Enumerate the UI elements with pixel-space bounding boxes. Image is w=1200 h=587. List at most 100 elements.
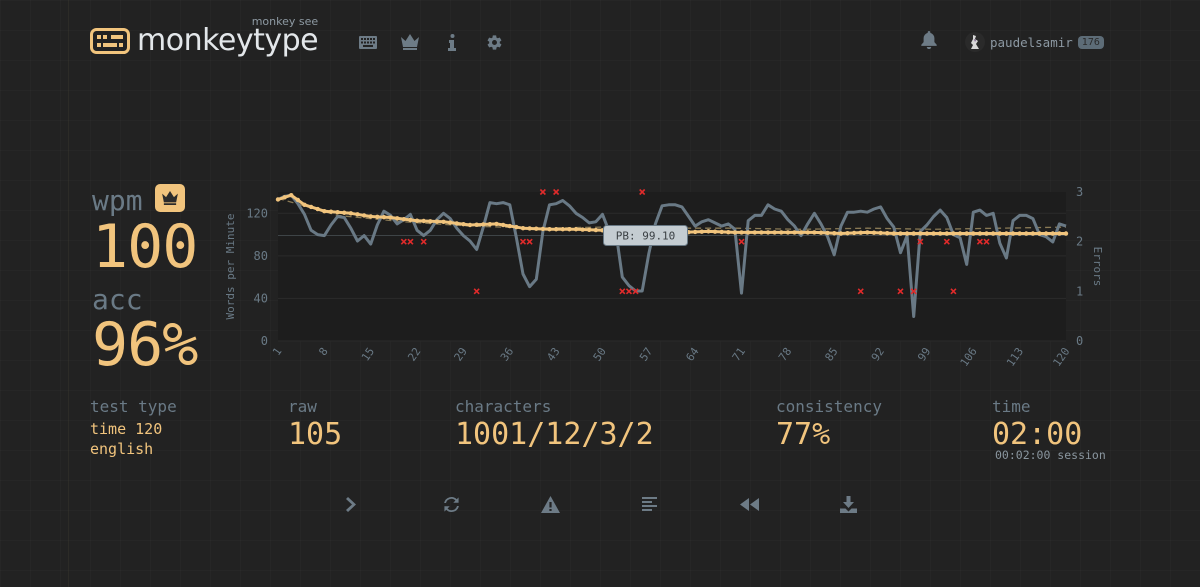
nav-settings-button[interactable] xyxy=(472,31,516,53)
wpm-point xyxy=(832,231,837,236)
y2-tick-label: 0 xyxy=(1076,334,1083,348)
error-marker xyxy=(632,288,639,295)
x-tick-label: 64 xyxy=(683,345,701,364)
x-tick-label: 15 xyxy=(359,345,377,363)
time-label: time xyxy=(992,397,1031,416)
x-tick-label: 120 xyxy=(1050,345,1072,369)
replay-button[interactable] xyxy=(738,493,760,515)
error-marker xyxy=(910,288,917,295)
save-screenshot-button[interactable] xyxy=(837,493,859,515)
wpm-point xyxy=(1043,231,1049,236)
y-tick-label: 40 xyxy=(254,291,268,305)
wpm-point xyxy=(408,217,413,223)
error-marker xyxy=(950,288,957,295)
x-tick-label: 99 xyxy=(915,345,933,363)
restart-button[interactable] xyxy=(440,493,462,515)
x-tick-label: 29 xyxy=(452,345,470,363)
username: paudelsamir xyxy=(990,34,1073,50)
acc-label: acc xyxy=(92,283,143,316)
wpm-point xyxy=(368,214,373,219)
wpm-point xyxy=(507,223,512,229)
nav-leaderboards-button[interactable] xyxy=(388,31,432,53)
wpm-point xyxy=(964,231,969,236)
notifications-button[interactable] xyxy=(921,31,937,53)
wpm-point xyxy=(732,230,738,235)
error-marker-stroke xyxy=(910,288,917,295)
nav-test-button[interactable] xyxy=(346,31,390,53)
keyboard-icon xyxy=(359,35,377,49)
test-type-label: test type xyxy=(90,397,177,416)
account-button[interactable]: paudelsamir 176 xyxy=(965,32,1104,52)
error-marker xyxy=(943,238,950,245)
wpm-point xyxy=(851,230,857,236)
wpm-point xyxy=(726,229,731,235)
wpm-point xyxy=(911,231,916,236)
logo[interactable]: monkey see monkeytype xyxy=(90,15,319,56)
wpm-point xyxy=(957,231,963,236)
wpm-point xyxy=(1017,231,1022,236)
result-actions xyxy=(0,493,1200,515)
error-marker-stroke xyxy=(857,288,864,295)
characters-value: 1001/12/3/2 xyxy=(455,417,654,452)
wpm-point xyxy=(845,231,850,236)
wpm-point xyxy=(785,230,791,235)
keyboard-logo-icon xyxy=(90,28,130,54)
error-marker-stroke xyxy=(619,288,626,295)
error-marker-stroke xyxy=(519,238,527,245)
error-marker xyxy=(400,238,407,245)
consistency-value: 77% xyxy=(776,417,831,452)
nav-about-button[interactable] xyxy=(430,31,474,53)
wpm-point xyxy=(1063,231,1069,236)
wpm-point xyxy=(342,210,347,215)
y2-tick-label: 1 xyxy=(1076,284,1083,298)
wpm-point xyxy=(885,231,890,236)
wpm-point xyxy=(494,221,499,227)
wpm-point xyxy=(540,226,546,232)
wpm-point xyxy=(792,230,797,235)
next-test-button[interactable] xyxy=(340,493,362,515)
wpm-point xyxy=(977,231,983,236)
wpm-point xyxy=(447,220,453,225)
error-marker-stroke xyxy=(917,238,924,245)
error-marker xyxy=(473,288,480,295)
wpm-point xyxy=(971,231,976,236)
error-marker-stroke xyxy=(526,238,533,245)
wpm-point xyxy=(421,218,426,224)
wpm-point xyxy=(712,229,718,234)
wpm-point xyxy=(355,212,360,217)
wpm-point xyxy=(573,227,579,232)
raw-series-line xyxy=(277,193,1067,318)
y-axis-title: Words per Minute xyxy=(224,214,237,320)
raw-value: 105 xyxy=(288,417,343,452)
gear-icon xyxy=(487,34,501,50)
wpm-point xyxy=(924,231,930,236)
y2-axis-title: Errors xyxy=(1091,247,1104,287)
wpm-point xyxy=(560,227,565,232)
wpm-point xyxy=(328,209,334,214)
wpm-point xyxy=(534,226,539,231)
x-tick-label: 36 xyxy=(498,345,516,363)
y2-tick-label: 3 xyxy=(1076,185,1083,199)
words-history-button[interactable] xyxy=(638,493,660,515)
report-button[interactable] xyxy=(539,493,561,515)
x-tick-label: 85 xyxy=(822,345,840,363)
wpm-point xyxy=(295,197,301,203)
wpm-point xyxy=(1024,231,1029,236)
error-marker-stroke xyxy=(553,188,560,196)
y-tick-label: 0 xyxy=(261,334,268,348)
wpm-point xyxy=(520,225,526,231)
wpm-point xyxy=(481,222,486,227)
session-time: 00:02:00 session xyxy=(995,448,1106,462)
wpm-point xyxy=(315,206,320,212)
wpm-point xyxy=(951,231,956,236)
wpm-point xyxy=(308,204,314,210)
error-marker xyxy=(976,238,983,245)
error-marker-stroke xyxy=(400,238,407,245)
error-marker-stroke xyxy=(738,238,745,245)
wpm-point xyxy=(798,230,804,235)
level-badge: 176 xyxy=(1077,35,1104,49)
error-marker xyxy=(420,238,427,245)
wpm-point xyxy=(1010,231,1016,236)
wpm-point xyxy=(547,227,552,232)
